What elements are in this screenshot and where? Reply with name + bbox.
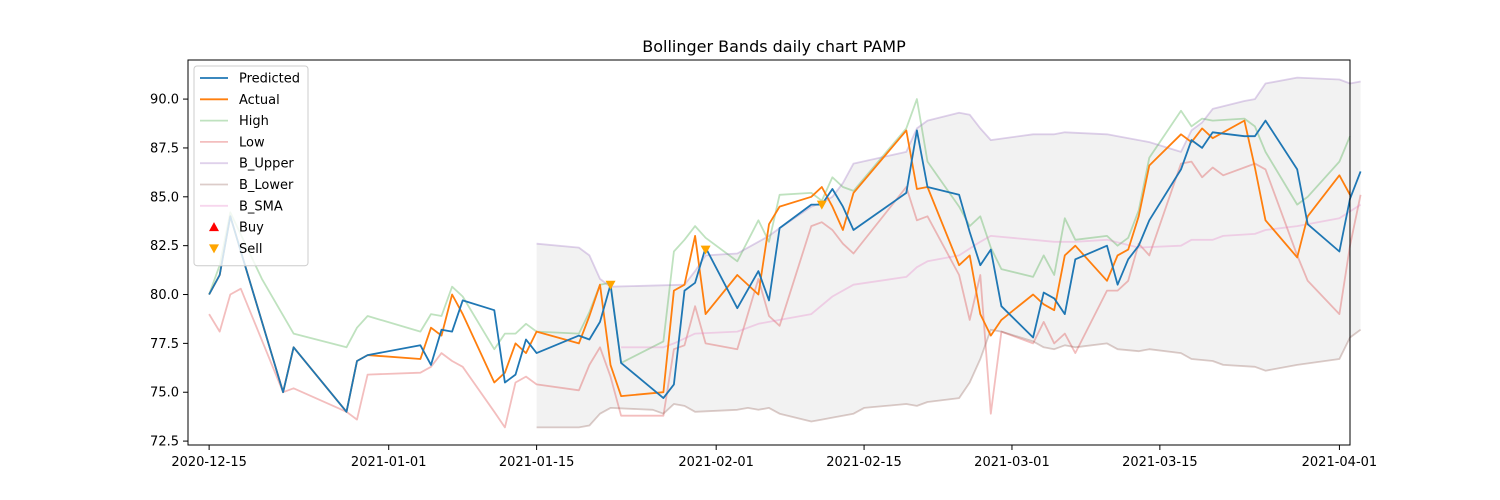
legend-label-actual: Actual — [239, 93, 280, 108]
band-fill-area — [536, 77, 1361, 428]
legend-label-buy: Buy — [239, 221, 264, 236]
legend-label-high: High — [239, 114, 269, 129]
y-axis: 72.5 75.0 77.5 80.0 82.5 85.0 87.5 90.0 — [150, 93, 188, 450]
x-tick-label: 2021-04-01 — [1302, 455, 1378, 470]
plot-area-frame — [187, 59, 1351, 446]
legend-label-sell: Sell — [239, 242, 262, 257]
y-tick-label: 77.5 — [150, 337, 179, 352]
legend-label-b-sma: B_SMA — [239, 199, 283, 214]
series-line-high — [208, 98, 1351, 364]
legend-swatch-buy — [209, 222, 219, 232]
y-tick-label: 85.0 — [150, 190, 179, 205]
legend-box — [193, 65, 309, 267]
sell-marker — [605, 280, 616, 290]
x-tick-label: 2021-01-01 — [351, 455, 427, 470]
x-tick-label: 2021-01-15 — [499, 455, 575, 470]
x-tick-label: 2021-03-01 — [974, 455, 1050, 470]
marker-layer — [605, 200, 827, 290]
y-tick-label: 87.5 — [150, 141, 179, 156]
y-tick-label: 90.0 — [150, 93, 179, 108]
legend-label-b-upper: B_Upper — [239, 157, 294, 172]
legend: Predicted Actual High Low B_Upper B_Lower B_SM… — [193, 65, 309, 267]
bollinger-band-fill — [536, 77, 1361, 428]
legend-label-b-lower: B_Lower — [239, 178, 294, 193]
x-tick-label: 2021-02-01 — [678, 455, 754, 470]
chart-title: Bollinger Bands daily chart PAMP — [642, 37, 906, 56]
y-tick-label: 80.0 — [150, 288, 179, 303]
x-tick-label: 2020-12-15 — [171, 455, 247, 470]
x-tick-label: 2021-02-15 — [826, 455, 902, 470]
series-line-b-sma — [621, 203, 1362, 349]
series-line-b-upper — [536, 76, 1361, 288]
x-tick-label: 2021-03-15 — [1122, 455, 1198, 470]
legend-swatch-sell — [209, 244, 219, 254]
y-tick-label: 72.5 — [150, 435, 179, 450]
y-tick-label: 75.0 — [150, 386, 179, 401]
legend-label-predicted: Predicted — [239, 72, 300, 87]
sell-marker — [816, 200, 827, 210]
legend-label-low: Low — [239, 135, 265, 150]
series-line-b-lower — [536, 328, 1362, 429]
series-line-actual — [208, 119, 1351, 413]
x-axis: 2020-12-15 2021-01-01 2021-01-15 2021-02-01… — [171, 445, 1377, 470]
y-tick-label: 82.5 — [150, 239, 179, 254]
sell-marker — [700, 245, 711, 255]
